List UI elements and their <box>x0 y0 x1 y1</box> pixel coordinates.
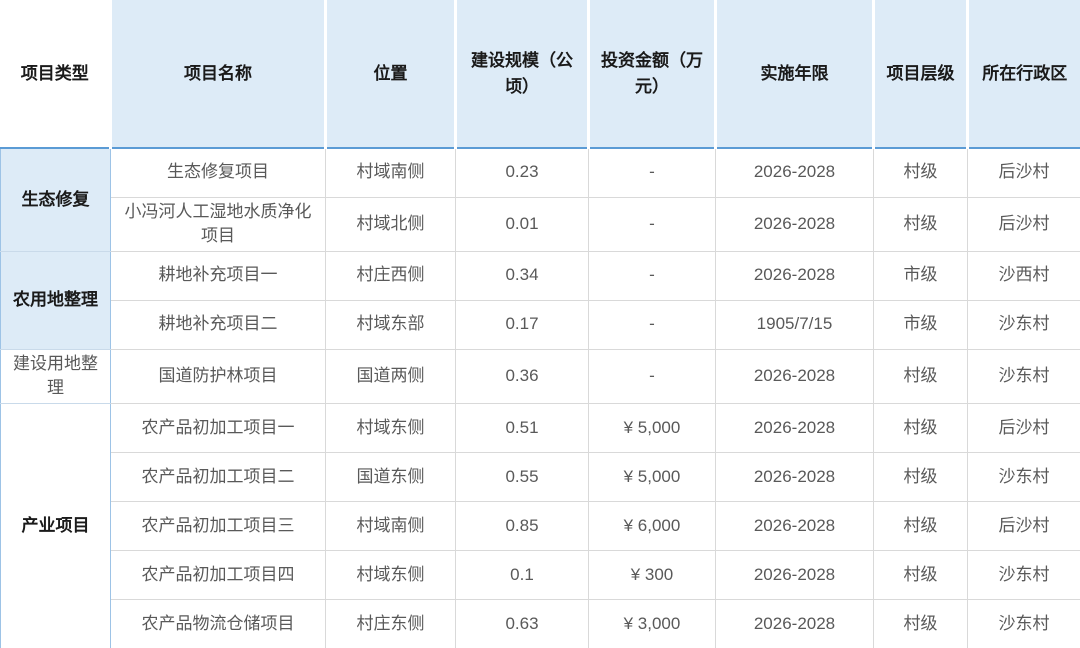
cell-scale: 0.23 <box>455 147 589 198</box>
cell-investment: - <box>588 250 716 301</box>
cell-location: 国道两侧 <box>325 348 456 405</box>
group-cell-industry: 产业项目 <box>0 403 111 648</box>
cell-location: 村域北侧 <box>325 196 456 252</box>
cell-level: 村级 <box>873 403 968 454</box>
cell-name: 农产品初加工项目二 <box>110 452 326 503</box>
cell-years: 2026-2028 <box>715 196 874 252</box>
group-cell-eco-restoration: 生态修复 <box>0 147 111 252</box>
cell-level: 村级 <box>873 147 968 198</box>
cell-level: 村级 <box>873 452 968 503</box>
cell-name: 农产品初加工项目四 <box>110 550 326 601</box>
cell-investment: - <box>588 299 716 350</box>
cell-name: 小冯河人工湿地水质净化项目 <box>110 196 326 252</box>
cell-location: 国道东侧 <box>325 452 456 503</box>
cell-years: 2026-2028 <box>715 403 874 454</box>
table-row: 小冯河人工湿地水质净化项目 村域北侧 0.01 - 2026-2028 村级 后… <box>1 196 1080 252</box>
cell-level: 村级 <box>873 348 968 405</box>
cell-scale: 0.85 <box>455 501 589 552</box>
cell-name: 耕地补充项目一 <box>110 250 326 301</box>
cell-location: 村域东侧 <box>325 403 456 454</box>
table-row: 农用地整理 耕地补充项目一 村庄西侧 0.34 - 2026-2028 市级 沙… <box>0 250 1080 350</box>
cell-level: 村级 <box>873 501 968 552</box>
table-row: 耕地补充项目二 村域东部 0.17 - 1905/7/15 市级 沙东村 <box>1 299 1080 350</box>
cell-investment: ¥ 6,000 <box>588 501 716 552</box>
column-header-investment: 投资金额（万元） <box>587 0 717 149</box>
table-row: 建设用地整理 国道防护林项目 国道两侧 0.36 - 2026-2028 村级 … <box>0 348 1080 405</box>
cell-level: 市级 <box>873 250 968 301</box>
cell-level: 村级 <box>873 196 968 252</box>
cell-investment: - <box>588 196 716 252</box>
cell-scale: 0.17 <box>455 299 589 350</box>
cell-investment: ¥ 5,000 <box>588 452 716 503</box>
cell-district: 后沙村 <box>967 196 1080 252</box>
cell-scale: 0.1 <box>455 550 589 601</box>
cell-district: 沙东村 <box>967 452 1080 503</box>
cell-years: 2026-2028 <box>715 147 874 198</box>
cell-location: 村域东部 <box>325 299 456 350</box>
cell-investment: - <box>588 348 716 405</box>
cell-scale: 0.51 <box>455 403 589 454</box>
table-row: 产业项目 农产品初加工项目一 村域东侧 0.51 ¥ 5,000 2026-20… <box>0 403 1080 648</box>
cell-location: 村庄东侧 <box>325 599 456 648</box>
cell-years: 2026-2028 <box>715 550 874 601</box>
cell-investment: ¥ 300 <box>588 550 716 601</box>
cell-investment: ¥ 3,000 <box>588 599 716 648</box>
cell-location: 村域南侧 <box>325 147 456 198</box>
table-row: 农产品初加工项目四 村域东侧 0.1 ¥ 300 2026-2028 村级 沙东… <box>1 550 1080 601</box>
header-row: 项目类型 项目名称 位置 建设规模（公顷） 投资金额（万元） 实施年限 项目层级… <box>0 0 1080 149</box>
table-row: 生态修复 生态修复项目 村域南侧 0.23 - 2026-2028 村级 后沙村 <box>0 147 1080 252</box>
cell-scale: 0.63 <box>455 599 589 648</box>
cell-name: 国道防护林项目 <box>110 348 326 405</box>
column-header-district: 所在行政区 <box>966 0 1080 149</box>
cell-district: 沙西村 <box>967 250 1080 301</box>
cell-investment: ¥ 5,000 <box>588 403 716 454</box>
cell-district: 后沙村 <box>967 501 1080 552</box>
column-header-project-name: 项目名称 <box>109 0 327 149</box>
column-header-years: 实施年限 <box>714 0 875 149</box>
cell-scale: 0.36 <box>455 348 589 405</box>
cell-district: 沙东村 <box>967 599 1080 648</box>
group-cell-construction-land: 建设用地整理 <box>0 348 111 405</box>
cell-scale: 0.01 <box>455 196 589 252</box>
cell-district: 后沙村 <box>967 147 1080 198</box>
cell-level: 市级 <box>873 299 968 350</box>
table-row: 农产品物流仓储项目 村庄东侧 0.63 ¥ 3,000 2026-2028 村级… <box>1 599 1080 648</box>
cell-district: 沙东村 <box>967 550 1080 601</box>
column-header-level: 项目层级 <box>872 0 969 149</box>
cell-level: 村级 <box>873 550 968 601</box>
cell-name: 农产品初加工项目一 <box>110 403 326 454</box>
cell-investment: - <box>588 147 716 198</box>
cell-years: 2026-2028 <box>715 501 874 552</box>
column-header-project-type: 项目类型 <box>0 0 112 149</box>
cell-district: 沙东村 <box>967 299 1080 350</box>
cell-location: 村庄西侧 <box>325 250 456 301</box>
cell-years: 2026-2028 <box>715 452 874 503</box>
cell-district: 后沙村 <box>967 403 1080 454</box>
table-row: 农产品初加工项目三 村域南侧 0.85 ¥ 6,000 2026-2028 村级… <box>1 501 1080 552</box>
cell-location: 村域东侧 <box>325 550 456 601</box>
table-row: 农产品初加工项目二 国道东侧 0.55 ¥ 5,000 2026-2028 村级… <box>1 452 1080 503</box>
cell-years: 1905/7/15 <box>715 299 874 350</box>
cell-scale: 0.55 <box>455 452 589 503</box>
cell-name: 生态修复项目 <box>110 147 326 198</box>
cell-years: 2026-2028 <box>715 599 874 648</box>
column-header-scale: 建设规模（公顷） <box>454 0 590 149</box>
cell-district: 沙东村 <box>967 348 1080 405</box>
cell-name: 农产品物流仓储项目 <box>110 599 326 648</box>
cell-location: 村域南侧 <box>325 501 456 552</box>
cell-years: 2026-2028 <box>715 250 874 301</box>
cell-years: 2026-2028 <box>715 348 874 405</box>
cell-scale: 0.34 <box>455 250 589 301</box>
cell-name: 农产品初加工项目三 <box>110 501 326 552</box>
column-header-location: 位置 <box>324 0 457 149</box>
cell-name: 耕地补充项目二 <box>110 299 326 350</box>
cell-level: 村级 <box>873 599 968 648</box>
group-cell-farmland-consolidation: 农用地整理 <box>0 250 111 350</box>
